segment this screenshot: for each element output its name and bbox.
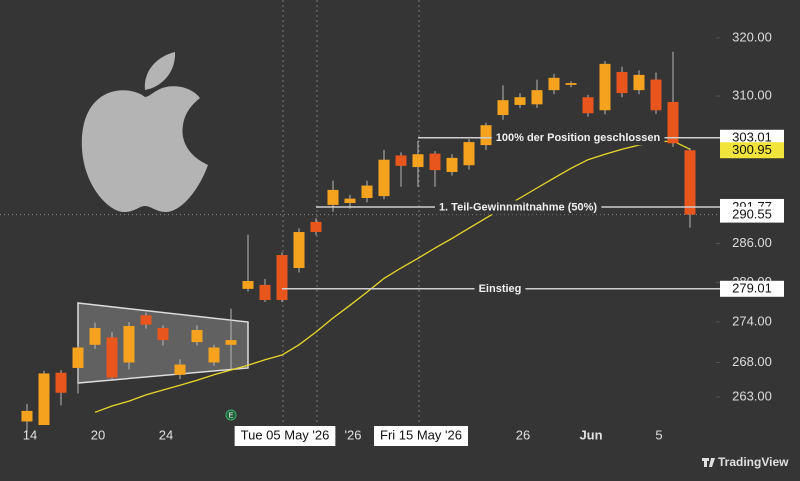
candle-body	[106, 337, 118, 378]
x-label-box	[234, 426, 336, 446]
x-tick-label: Jun	[579, 427, 602, 442]
candle-body	[361, 185, 373, 199]
x-tick-label: 26	[516, 427, 530, 442]
candle-body	[446, 157, 458, 172]
candle-body	[633, 74, 645, 91]
candle-body	[412, 154, 424, 168]
x-tick-label: '26	[345, 427, 362, 442]
candle-body	[684, 150, 696, 215]
candle-body	[480, 125, 492, 146]
x-tick-label: Tue 05 May '26	[241, 427, 330, 442]
plot: 263.00268.00274.00280.00286.00310.00320.…	[0, 29, 784, 446]
watermark: TradingView	[702, 455, 789, 469]
candle-body	[174, 364, 186, 375]
price-label: 290.55	[732, 207, 772, 222]
candle-body	[463, 142, 475, 166]
x-tick-label: 14	[23, 427, 37, 442]
y-tick-label: 310.00	[732, 87, 772, 102]
candle-body	[395, 155, 407, 166]
price-label: 303.01	[732, 130, 772, 145]
candle-body	[531, 90, 543, 105]
y-tick-label: 286.00	[732, 235, 772, 250]
price-label-box	[720, 280, 784, 297]
candle-body	[650, 79, 662, 111]
candle-body	[514, 97, 526, 105]
candle-body	[327, 189, 339, 205]
y-tick-label: 263.00	[732, 388, 772, 403]
price-label: 279.01	[732, 281, 772, 296]
level-text: 1. Teil-Gewinnmitnahme (50%)	[439, 201, 597, 213]
candle-body	[344, 198, 356, 204]
y-tick-label: 320.00	[732, 29, 772, 44]
level-text-bg	[434, 200, 602, 215]
candle-body	[72, 347, 84, 368]
x-tick-label: Fri 15 May '26	[380, 427, 462, 442]
candle-body	[310, 221, 322, 233]
candle-body	[259, 284, 271, 301]
candle-body	[616, 71, 628, 94]
price-label-box	[720, 142, 784, 159]
price-label-box	[720, 206, 784, 223]
event-marker	[225, 409, 237, 421]
candle-body	[378, 159, 390, 197]
candle-body	[565, 83, 577, 85]
candle-body	[140, 315, 152, 325]
candle-body	[21, 410, 33, 422]
candle-body	[123, 325, 135, 363]
candle-body	[38, 373, 50, 425]
level-text: 100% der Position geschlossen	[496, 132, 661, 144]
candle-body	[548, 77, 560, 91]
candle-body	[667, 101, 679, 144]
candle-body	[157, 327, 169, 341]
candle-body	[89, 327, 101, 345]
candle-body	[225, 340, 237, 345]
y-tick-label: 274.00	[732, 313, 772, 328]
moving-average	[94, 140, 691, 413]
candle-body	[582, 97, 594, 114]
level-text-bg	[491, 131, 665, 146]
candle-body	[242, 281, 254, 289]
level-text-bg	[474, 282, 526, 297]
x-tick-label: 20	[91, 427, 105, 442]
candle-body	[208, 347, 220, 363]
candle-body	[191, 329, 203, 343]
candle-body	[429, 153, 441, 171]
candle-body	[599, 63, 611, 111]
level-text: Einstieg	[479, 283, 522, 295]
candle-body	[55, 372, 67, 393]
x-tick-label: 5	[655, 427, 662, 442]
price-label: 300.95	[732, 142, 772, 157]
event-marker-label: E	[229, 412, 234, 419]
x-tick-label: 24	[159, 427, 173, 442]
candle-body	[497, 100, 509, 116]
x-label-box	[374, 426, 468, 446]
price-label-box	[720, 129, 784, 146]
y-tick-label: 268.00	[732, 354, 772, 369]
watermark-text: TradingView	[718, 455, 789, 469]
candle-body	[293, 232, 305, 268]
apple-logo	[81, 52, 208, 212]
candle-body	[276, 255, 288, 301]
